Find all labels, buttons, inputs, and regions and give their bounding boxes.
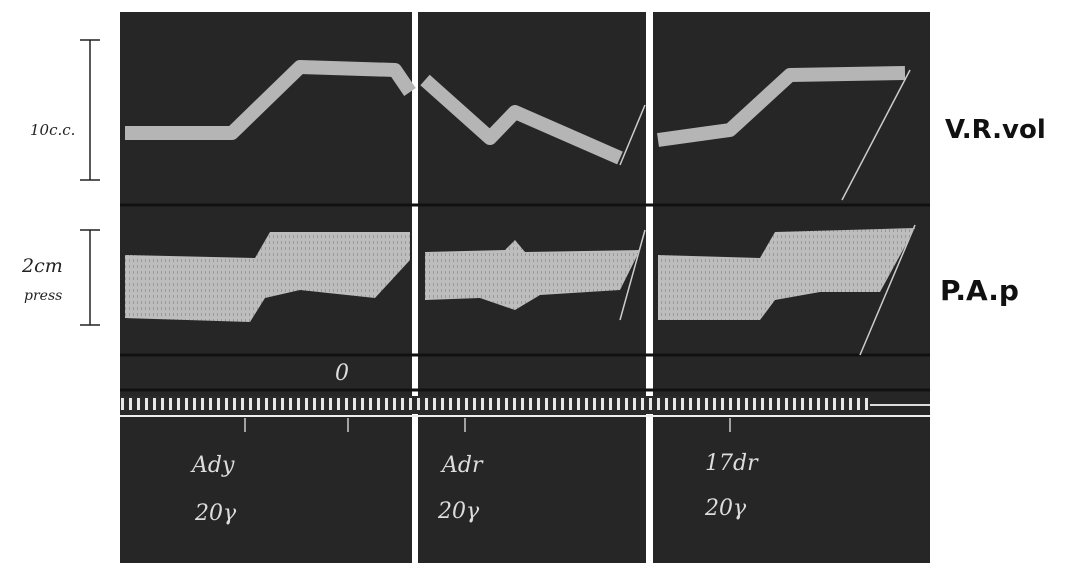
pressure-trace-label: P.A.p — [940, 274, 1019, 307]
volume-scale-label: 10c.c. — [30, 121, 75, 139]
volume-trace-label: V.R.vol — [945, 115, 1046, 145]
event-marker: 0 — [335, 361, 349, 386]
scale-bars — [80, 39, 100, 326]
dose-label: 20γ — [194, 501, 237, 526]
drug-label: 17dr — [705, 451, 759, 476]
pressure-trace — [125, 228, 915, 322]
pressure-scale-label: 2cm — [21, 255, 63, 277]
dose-label: 20γ — [704, 496, 747, 521]
volume-trace — [125, 60, 906, 165]
pressure-scale-label: press — [24, 288, 62, 304]
dose-label: 20γ — [437, 499, 480, 524]
injection-marks — [244, 418, 731, 432]
baseline-stroke — [619, 69, 916, 356]
drug-label: Ady — [190, 453, 235, 478]
drug-label: Adr — [440, 453, 484, 478]
